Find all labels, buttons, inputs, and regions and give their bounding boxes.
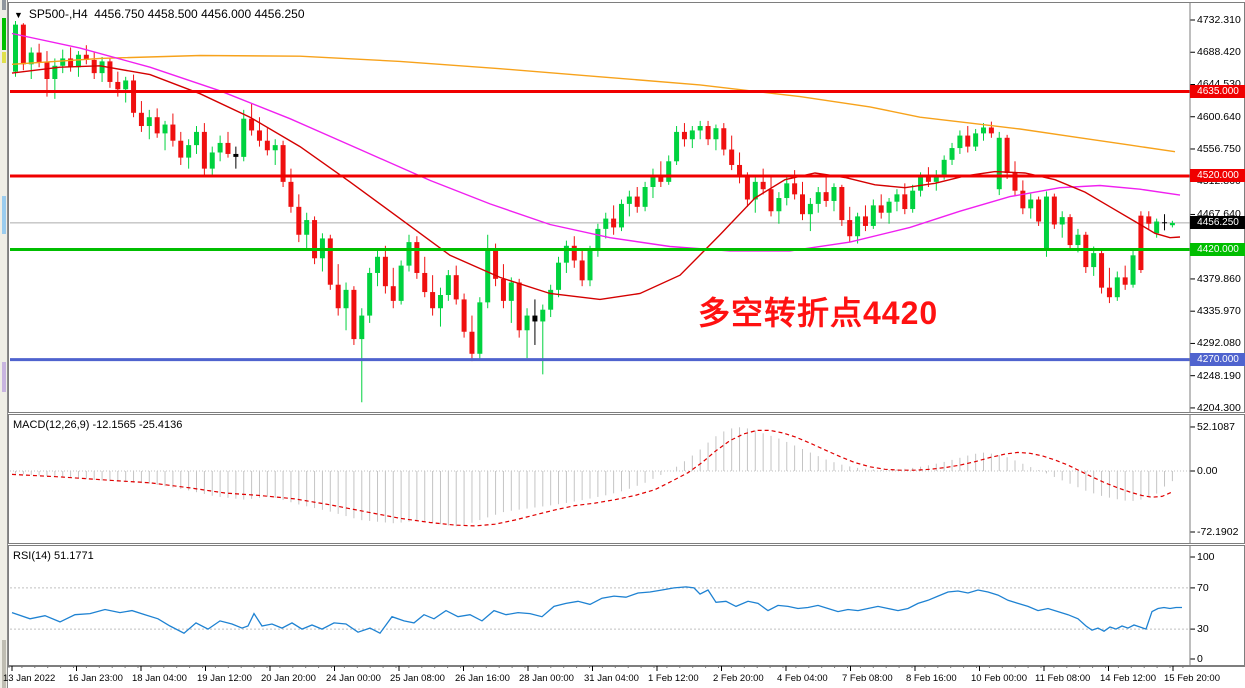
time-axis-label[interactable]: 4 Feb 04:00 [777, 673, 828, 684]
time-axis-label[interactable]: 20 Jan 20:00 [261, 673, 316, 684]
symbol-period-label: SP500-,H4 [28, 7, 88, 21]
macd-indicator-label: MACD(12,26,9) -12.1565 -25.4136 [13, 419, 183, 431]
price-level-badge: 4520.000 [1190, 169, 1245, 182]
time-axis[interactable] [8, 666, 1245, 688]
price-level-badge: 4635.000 [1190, 85, 1245, 98]
price-axis-label: 4379.860 [1197, 273, 1241, 285]
price-axis-label: 4292.080 [1197, 337, 1241, 349]
rsi-panel[interactable] [8, 545, 1245, 666]
rsi-axis-label: 0 [1197, 653, 1203, 665]
time-axis-label[interactable]: 31 Jan 04:00 [584, 673, 639, 684]
time-axis-label[interactable]: 1 Feb 12:00 [648, 673, 699, 684]
time-axis-label[interactable]: 14 Feb 12:00 [1100, 673, 1156, 684]
symbol-dropdown-icon[interactable]: ▼ [14, 10, 23, 20]
price-level-badge: 4420.000 [1190, 243, 1245, 256]
time-axis-label[interactable]: 15 Feb 20:00 [1164, 673, 1220, 684]
price-level-badge: 4270.000 [1190, 353, 1245, 366]
time-axis-label[interactable]: 11 Feb 08:00 [1035, 673, 1091, 684]
rsi-axis-label: 30 [1197, 623, 1209, 635]
price-axis-label: 4688.420 [1197, 46, 1241, 58]
time-axis-label[interactable]: 8 Feb 16:00 [906, 673, 957, 684]
time-axis-label[interactable]: 13 Jan 2022 [3, 673, 56, 684]
time-axis-label[interactable]: 28 Jan 00:00 [519, 673, 574, 684]
price-axis-label: 4732.310 [1197, 14, 1241, 26]
rsi-axis-label: 70 [1197, 582, 1209, 594]
time-axis-label[interactable]: 25 Jan 08:00 [390, 673, 445, 684]
price-axis-label: 4600.640 [1197, 111, 1241, 123]
macd-axis-label: 52.1087 [1197, 421, 1235, 433]
time-axis-label[interactable]: 2 Feb 20:00 [713, 673, 764, 684]
price-axis-label: 4204.300 [1197, 402, 1241, 414]
macd-axis-label: 0.00 [1197, 465, 1218, 477]
rsi-axis-label: 100 [1197, 551, 1215, 563]
price-axis-label: 4556.750 [1197, 143, 1241, 155]
time-axis-label[interactable]: 18 Jan 04:00 [132, 673, 187, 684]
price-level-badge: 4456.250 [1190, 216, 1245, 229]
window-fragment [2, 362, 6, 392]
window-fragment [2, 196, 6, 234]
price-axis-label: 4335.970 [1197, 305, 1241, 317]
time-axis-label[interactable]: 19 Jan 12:00 [197, 673, 252, 684]
time-axis-label[interactable]: 26 Jan 16:00 [455, 673, 510, 684]
time-axis-label[interactable]: 10 Feb 00:00 [971, 673, 1027, 684]
macd-axis-label: -72.1902 [1197, 526, 1239, 538]
chart-title: ▼ SP500-,H4 4456.750 4458.500 4456.000 44… [14, 7, 305, 21]
time-axis-label[interactable]: 24 Jan 00:00 [326, 673, 381, 684]
window-fragment [2, 18, 6, 50]
price-axis-label: 4248.190 [1197, 370, 1241, 382]
time-axis-label[interactable]: 16 Jan 23:00 [68, 673, 123, 684]
price-panel[interactable] [8, 2, 1245, 413]
background-window-strip [0, 0, 8, 688]
window-fragment [2, 52, 6, 63]
window-fragment [2, 0, 6, 10]
annotation-text: 多空转折点4420 [698, 295, 939, 331]
time-axis-label[interactable]: 7 Feb 08:00 [842, 673, 893, 684]
ohlc-readout: 4456.750 4458.500 4456.000 4456.250 [94, 7, 305, 21]
macd-panel[interactable] [8, 414, 1245, 544]
window-fragment [2, 640, 6, 688]
rsi-indicator-label: RSI(14) 51.1771 [13, 550, 94, 562]
